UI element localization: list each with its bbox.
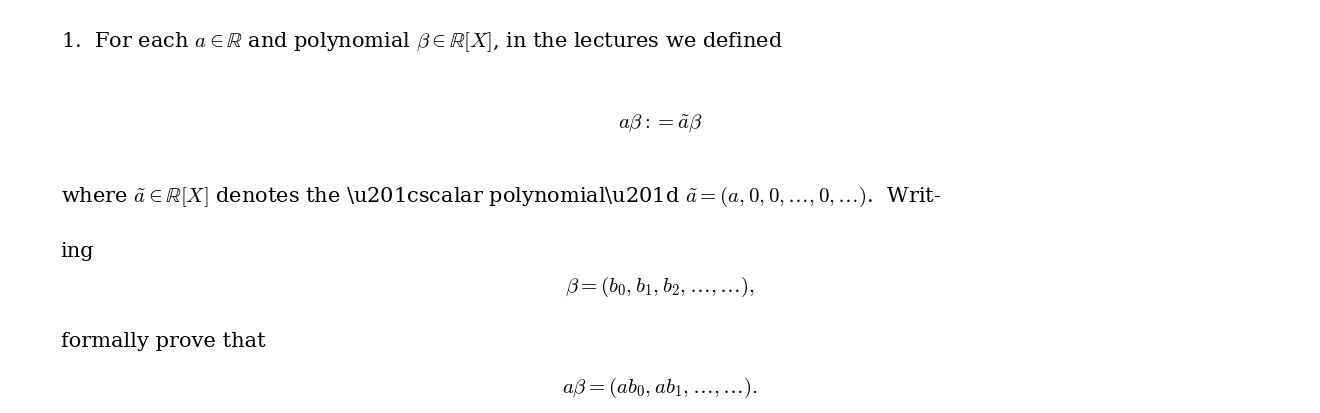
Text: $\beta = (b_0, b_1, b_2, \ldots, \ldots),$: $\beta = (b_0, b_1, b_2, \ldots, \ldots)…	[565, 274, 755, 298]
Text: 1.  For each $a \in \mathbb{R}$ and polynomial $\beta \in \mathbb{R}[X]$, in the: 1. For each $a \in \mathbb{R}$ and polyn…	[61, 30, 783, 54]
Text: where $\tilde{a} \in \mathbb{R}[X]$ denotes the \u201cscalar polynomial\u201d $\: where $\tilde{a} \in \mathbb{R}[X]$ deno…	[61, 184, 941, 208]
Text: $a\beta := \tilde{a}\beta$: $a\beta := \tilde{a}\beta$	[618, 112, 702, 134]
Text: ing: ing	[61, 241, 94, 260]
Text: $a\beta = (ab_0, ab_1, \ldots, \ldots).$: $a\beta = (ab_0, ab_1, \ldots, \ldots).$	[562, 375, 758, 399]
Text: formally prove that: formally prove that	[61, 332, 265, 351]
